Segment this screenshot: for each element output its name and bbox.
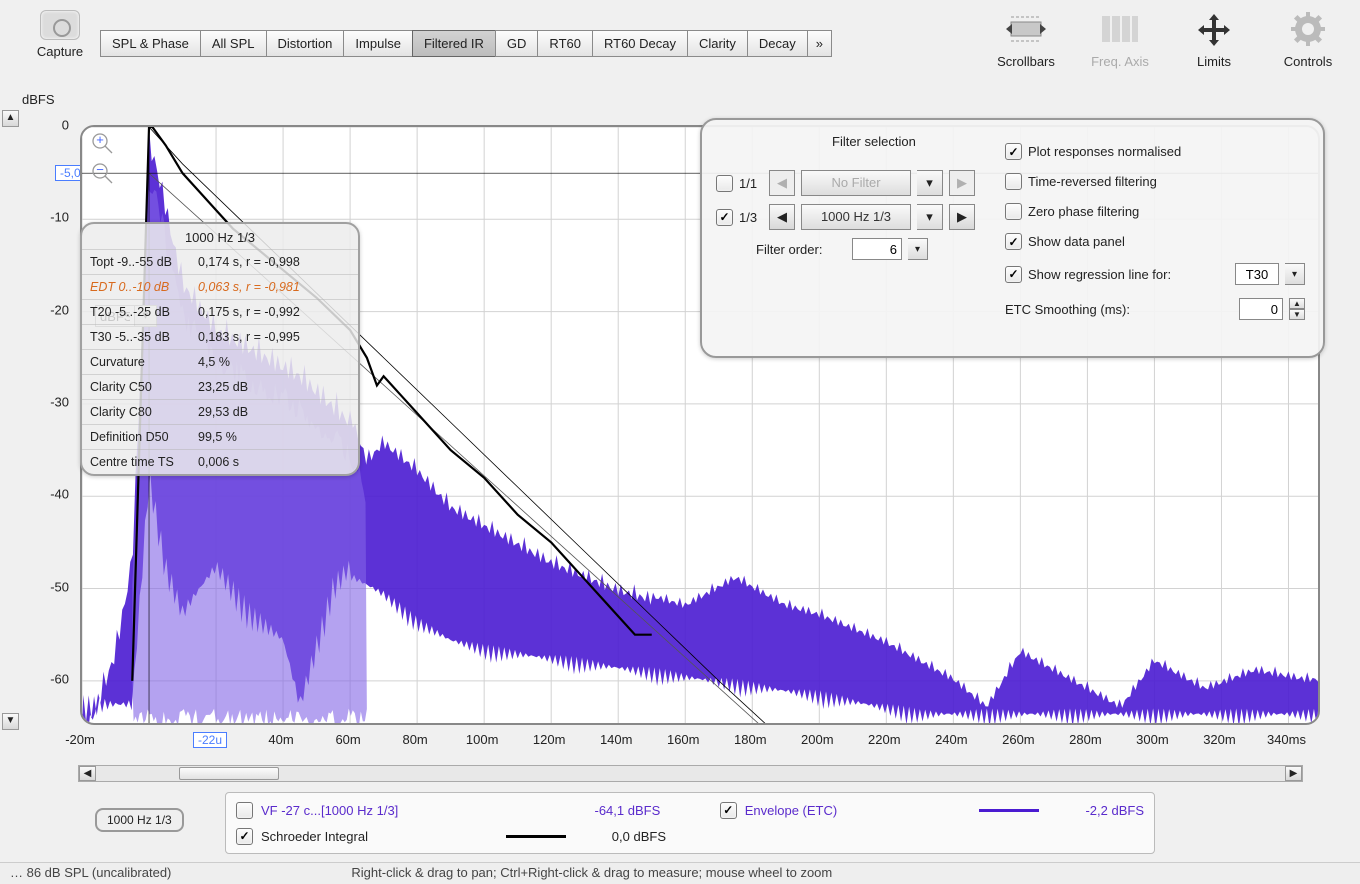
tab-clarity[interactable]: Clarity [687, 30, 747, 57]
filter-panel-title: Filter selection [832, 134, 916, 149]
limits-icon [1194, 8, 1234, 50]
regression-type-input[interactable] [1235, 263, 1279, 285]
filter-1-3-row: 1/3 ◀ 1000 Hz 1/3 ▾ ▶ [716, 204, 1001, 230]
scrollbars-icon [1006, 8, 1046, 50]
toolbar-right: Scrollbars Freq. Axis Limits Controls [994, 8, 1340, 69]
band-label: 1000 Hz 1/3 [95, 808, 184, 832]
controls-icon [1288, 8, 1328, 50]
data-row: Definition D5099,5 % [82, 425, 358, 450]
filter-1-3-dropdown[interactable]: ▾ [917, 204, 943, 230]
tab-all-spl[interactable]: All SPL [200, 30, 266, 57]
data-row: Topt -9..-55 dB0,174 s, r = -0,998 [82, 250, 358, 275]
y-ticks: 0-10-20-30-40-50-60 [20, 125, 75, 725]
plot-norm-checkbox[interactable] [1005, 143, 1022, 160]
status-bar: … 86 dB SPL (uncalibrated) Right-click &… [0, 862, 1360, 884]
scrollbars-button[interactable]: Scrollbars [994, 8, 1058, 69]
controls-button[interactable]: Controls [1276, 8, 1340, 69]
x-ticks: -20m20m40m60m80m100m120m140m160m180m200m… [80, 732, 1320, 752]
filter-order-input[interactable] [852, 238, 902, 260]
data-row: Centre time TS0,006 s [82, 450, 358, 475]
tab-impulse[interactable]: Impulse [343, 30, 412, 57]
scroll-thumb[interactable] [179, 767, 279, 780]
legend-etc-label: Envelope (ETC) [745, 803, 837, 818]
tab-filtered-ir[interactable]: Filtered IR [412, 30, 495, 57]
filter-1-1-dropdown[interactable]: ▾ [917, 170, 943, 196]
y-axis-label: dBFS [22, 92, 55, 107]
tab-distortion[interactable]: Distortion [266, 30, 344, 57]
svg-text:+: + [96, 132, 104, 147]
data-panel-title: 1000 Hz 1/3 [82, 224, 358, 249]
capture-button[interactable]: Capture [30, 10, 90, 59]
tab-gd[interactable]: GD [495, 30, 538, 57]
data-row: T30 -5..-35 dB0,183 s, r = -0,995 [82, 325, 358, 350]
freq-axis-icon [1100, 8, 1140, 50]
tabs-more-button[interactable]: » [807, 30, 832, 57]
show-data-checkbox[interactable] [1005, 233, 1022, 250]
filter-1-1-select: No Filter [801, 170, 911, 196]
legend-etc-swatch [979, 809, 1039, 812]
view-tabs: SPL & PhaseAll SPLDistortionImpulseFilte… [100, 30, 832, 57]
etc-smooth-spinner[interactable]: ▲▼ [1289, 298, 1305, 320]
filter-1-1-next-button: ▶ [949, 170, 975, 196]
filter-1-3-select[interactable]: 1000 Hz 1/3 [801, 204, 911, 230]
data-panel: 1000 Hz 1/3 Topt -9..-55 dB0,174 s, r = … [80, 222, 360, 476]
legend-schroeder-label: Schroeder Integral [261, 829, 368, 844]
data-row: Curvature4,5 % [82, 350, 358, 375]
etc-smooth-input[interactable] [1239, 298, 1283, 320]
data-panel-table: Topt -9..-55 dB0,174 s, r = -0,998EDT 0.… [82, 249, 358, 474]
legend-vf-label: VF -27 c...[1000 Hz 1/3] [261, 803, 398, 818]
vertical-scrollbar[interactable]: ▲ ▼ [2, 110, 19, 730]
regression-type-dropdown[interactable]: ▾ [1285, 263, 1305, 285]
filter-1-1-checkbox[interactable] [716, 175, 733, 192]
legend: VF -27 c...[1000 Hz 1/3] -64,1 dBFS Enve… [225, 792, 1155, 854]
legend-vf-checkbox[interactable] [236, 802, 253, 819]
show-reg-checkbox[interactable] [1005, 266, 1022, 283]
svg-text:−: − [96, 162, 104, 177]
x-cursor-value: -22u [193, 732, 227, 748]
scroll-up-button[interactable]: ▲ [2, 110, 19, 127]
tab-spl-phase[interactable]: SPL & Phase [100, 30, 200, 57]
time-rev-checkbox[interactable] [1005, 173, 1022, 190]
limits-button[interactable]: Limits [1182, 8, 1246, 69]
scroll-left-button[interactable]: ◀ [79, 766, 96, 781]
freq-axis-button: Freq. Axis [1088, 8, 1152, 69]
filter-1-3-checkbox[interactable] [716, 209, 733, 226]
zero-phase-checkbox[interactable] [1005, 203, 1022, 220]
top-toolbar: Capture SPL & PhaseAll SPLDistortionImpu… [0, 0, 1360, 90]
legend-etc-checkbox[interactable] [720, 802, 737, 819]
filter-1-3-next-button[interactable]: ▶ [949, 204, 975, 230]
tab-rt60-decay[interactable]: RT60 Decay [592, 30, 687, 57]
data-row: Clarity C8029,53 dB [82, 400, 358, 425]
filter-1-3-prev-button[interactable]: ◀ [769, 204, 795, 230]
capture-label: Capture [30, 44, 90, 59]
filter-panel: Filter selection 1/1 ◀ No Filter ▾ ▶ 1/3… [700, 118, 1325, 358]
filter-order-dropdown[interactable]: ▾ [908, 238, 928, 260]
filter-order-row: Filter order: ▾ [716, 238, 1001, 260]
data-row: Clarity C5023,25 dB [82, 375, 358, 400]
camera-icon [40, 10, 80, 40]
horizontal-scrollbar[interactable]: ◀ ▶ [78, 765, 1303, 782]
legend-schroeder-checkbox[interactable] [236, 828, 253, 845]
data-row: EDT 0..-10 dB0,063 s, r = -0,981 [82, 275, 358, 300]
tab-rt60[interactable]: RT60 [537, 30, 592, 57]
scroll-down-button[interactable]: ▼ [2, 713, 19, 730]
tab-decay[interactable]: Decay [747, 30, 807, 57]
data-row: T20 -5..-25 dB0,175 s, r = -0,992 [82, 300, 358, 325]
legend-schroeder-swatch [506, 835, 566, 838]
filter-1-1-prev-button: ◀ [769, 170, 795, 196]
scroll-right-button[interactable]: ▶ [1285, 766, 1302, 781]
filter-1-1-row: 1/1 ◀ No Filter ▾ ▶ [716, 170, 1001, 196]
